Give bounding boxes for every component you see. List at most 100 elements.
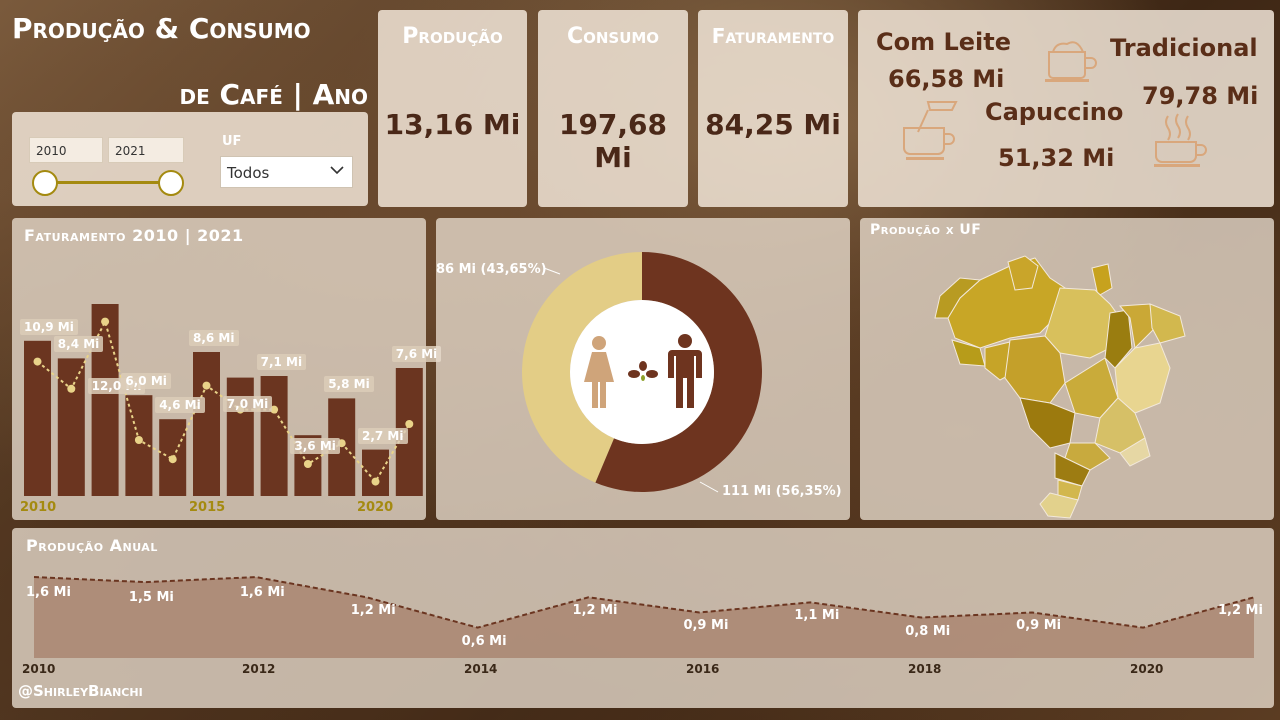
- male-icon: [666, 334, 704, 414]
- coffee-beans-icon: [626, 360, 660, 388]
- region-ms: [1019, 397, 1076, 449]
- revenue-data-label: 10,9 Mi: [20, 318, 78, 335]
- revenue-trend-point: [101, 317, 110, 326]
- uf-dropdown[interactable]: Todos: [220, 156, 353, 188]
- annual-tick-2010: 2010: [22, 662, 56, 676]
- revenue-tick-2015: 2015: [189, 500, 226, 515]
- year-slider-handle-start[interactable]: [32, 170, 58, 196]
- region-maranhao: [1118, 303, 1156, 350]
- annual-tick-2014: 2014: [464, 662, 498, 676]
- kpi-card-producao: Produção 13,16 Mi: [378, 10, 527, 207]
- year-slider-handle-end[interactable]: [158, 170, 184, 196]
- revenue-trend-point: [202, 381, 211, 390]
- revenue-trend-point: [134, 436, 143, 444]
- tradicional-value: 79,78 Mi: [1142, 82, 1259, 110]
- revenue-bar-chart: [24, 304, 423, 496]
- revenue-bar: [260, 376, 288, 496]
- revenue-trend-point: [405, 420, 414, 428]
- annual-line: [33, 576, 1255, 629]
- revenue-data-label: 7,1 Mi: [256, 354, 307, 370]
- kpi-value-faturamento: 84,25 Mi: [705, 108, 841, 141]
- annual-tick-2018: 2018: [908, 662, 942, 676]
- kpi-title-consumo: Consumo: [566, 24, 660, 49]
- year-start-field[interactable]: 2010: [29, 137, 103, 163]
- revenue-data-label: 3,6 Mi: [290, 438, 340, 454]
- annual-data-label: 0,9 Mi: [683, 618, 729, 634]
- capuccino-label: Capuccino: [985, 98, 1124, 126]
- revenue-bar: [24, 340, 51, 496]
- annual-data-label: 0,6 Mi: [461, 633, 507, 649]
- traditional-cup-icon: [1150, 112, 1210, 172]
- revenue-data-label: 7,6 Mi: [391, 346, 442, 362]
- revenue-trend-point: [303, 460, 312, 468]
- milk-cup-icon: [1041, 34, 1099, 88]
- title-line-1: Produção & Consumo: [12, 12, 311, 45]
- annual-data-label: 1,5 Mi: [128, 590, 174, 606]
- kpi-value-producao: 13,16 Mi: [384, 108, 521, 141]
- revenue-chart-title: Faturamento 2010 | 2021: [24, 226, 244, 245]
- author-credit: @ShirleyBianchi: [18, 682, 143, 700]
- revenue-trend-point: [270, 405, 279, 414]
- capuccino-value: 51,32 Mi: [998, 144, 1115, 172]
- annual-tick-2020: 2020: [1130, 662, 1164, 676]
- production-map-panel: Produção x UF: [860, 218, 1274, 520]
- donut-slice-male: [595, 252, 762, 492]
- revenue-data-label: 4,6 Mi: [155, 397, 205, 414]
- map-title: Produção x UF: [870, 222, 982, 238]
- revenue-data-label: 7,0 Mi: [222, 395, 273, 412]
- annual-tick-2016: 2016: [686, 662, 720, 676]
- com-leite-value: 66,58 Mi: [888, 65, 1005, 93]
- revenue-data-label: 5,8 Mi: [324, 376, 374, 393]
- revenue-trend-point: [33, 357, 42, 366]
- uf-dropdown-value: Todos: [227, 164, 270, 182]
- uf-label: UF: [222, 134, 242, 149]
- revenue-data-label: 8,4 Mi: [53, 336, 104, 353]
- revenue-tick-2010: 2010: [20, 500, 57, 515]
- annual-data-label: 0,9 Mi: [1016, 618, 1062, 634]
- revenue-tick-2020: 2020: [357, 500, 394, 515]
- annual-data-label: 1,6 Mi: [239, 585, 285, 601]
- coffee-types-panel: Com Leite 66,58 Mi Tradicional 79,78 Mi …: [858, 10, 1274, 207]
- region-rs: [1039, 492, 1079, 519]
- annual-area-chart: [33, 576, 1255, 658]
- female-icon: [582, 336, 616, 414]
- region-nordeste-east: [1149, 303, 1186, 344]
- revenue-chart-panel: Faturamento 2010 | 2021 2010 2015 2020 1…: [12, 218, 442, 520]
- annual-data-label: 1,2 Mi: [572, 603, 618, 619]
- annual-data-label: 0,8 Mi: [905, 623, 951, 639]
- gender-donut-panel: 86 Mi (43,65%) 111 Mi (56,35%): [436, 218, 850, 520]
- revenue-trend-point: [371, 477, 380, 486]
- region-rj-es: [1119, 437, 1151, 467]
- capuccino-cup-icon: [900, 98, 960, 166]
- chevron-down-icon: [328, 161, 346, 183]
- kpi-title-producao: Produção: [402, 24, 503, 49]
- region-amazonas-west: [934, 277, 982, 319]
- page-title: Produção & Consumo de Café | Ano: [12, 10, 372, 114]
- annual-production-title: Produção Anual: [26, 536, 158, 555]
- region-amapa: [1091, 263, 1113, 297]
- revenue-trend-point: [168, 455, 177, 464]
- annual-data-label: 1,2 Mi: [350, 603, 396, 619]
- kpi-title-faturamento: Faturamento: [711, 24, 835, 48]
- region-roraima: [1007, 255, 1039, 291]
- annual-data-label: 1,2 Mi: [1218, 603, 1263, 619]
- annual-area: [34, 577, 1254, 658]
- com-leite-label: Com Leite: [876, 28, 1012, 56]
- donut-slice-female: [522, 252, 642, 483]
- region-mato-grosso: [1004, 335, 1066, 404]
- brazil-map: [934, 255, 1186, 519]
- annual-tick-2012: 2012: [242, 662, 276, 676]
- revenue-data-label: 2,7 Mi: [358, 427, 408, 444]
- donut-leader-dark: [699, 481, 719, 493]
- kpi-card-faturamento: Faturamento 84,25 Mi: [698, 10, 848, 207]
- tradicional-label: Tradicional: [1110, 34, 1258, 62]
- revenue-data-label: 6,0 Mi: [121, 373, 171, 390]
- revenue-data-label: 8,6 Mi: [189, 330, 239, 346]
- revenue-bar: [193, 352, 220, 496]
- donut-label-light: 86 Mi (43,65%): [436, 262, 547, 277]
- year-slider-track[interactable]: [44, 181, 172, 184]
- donut-leader-light: [543, 267, 561, 275]
- year-end-field[interactable]: 2021: [108, 137, 184, 163]
- kpi-card-consumo: Consumo 197,68 Mi: [538, 10, 688, 207]
- title-line-2: de Café | Ano: [179, 78, 369, 111]
